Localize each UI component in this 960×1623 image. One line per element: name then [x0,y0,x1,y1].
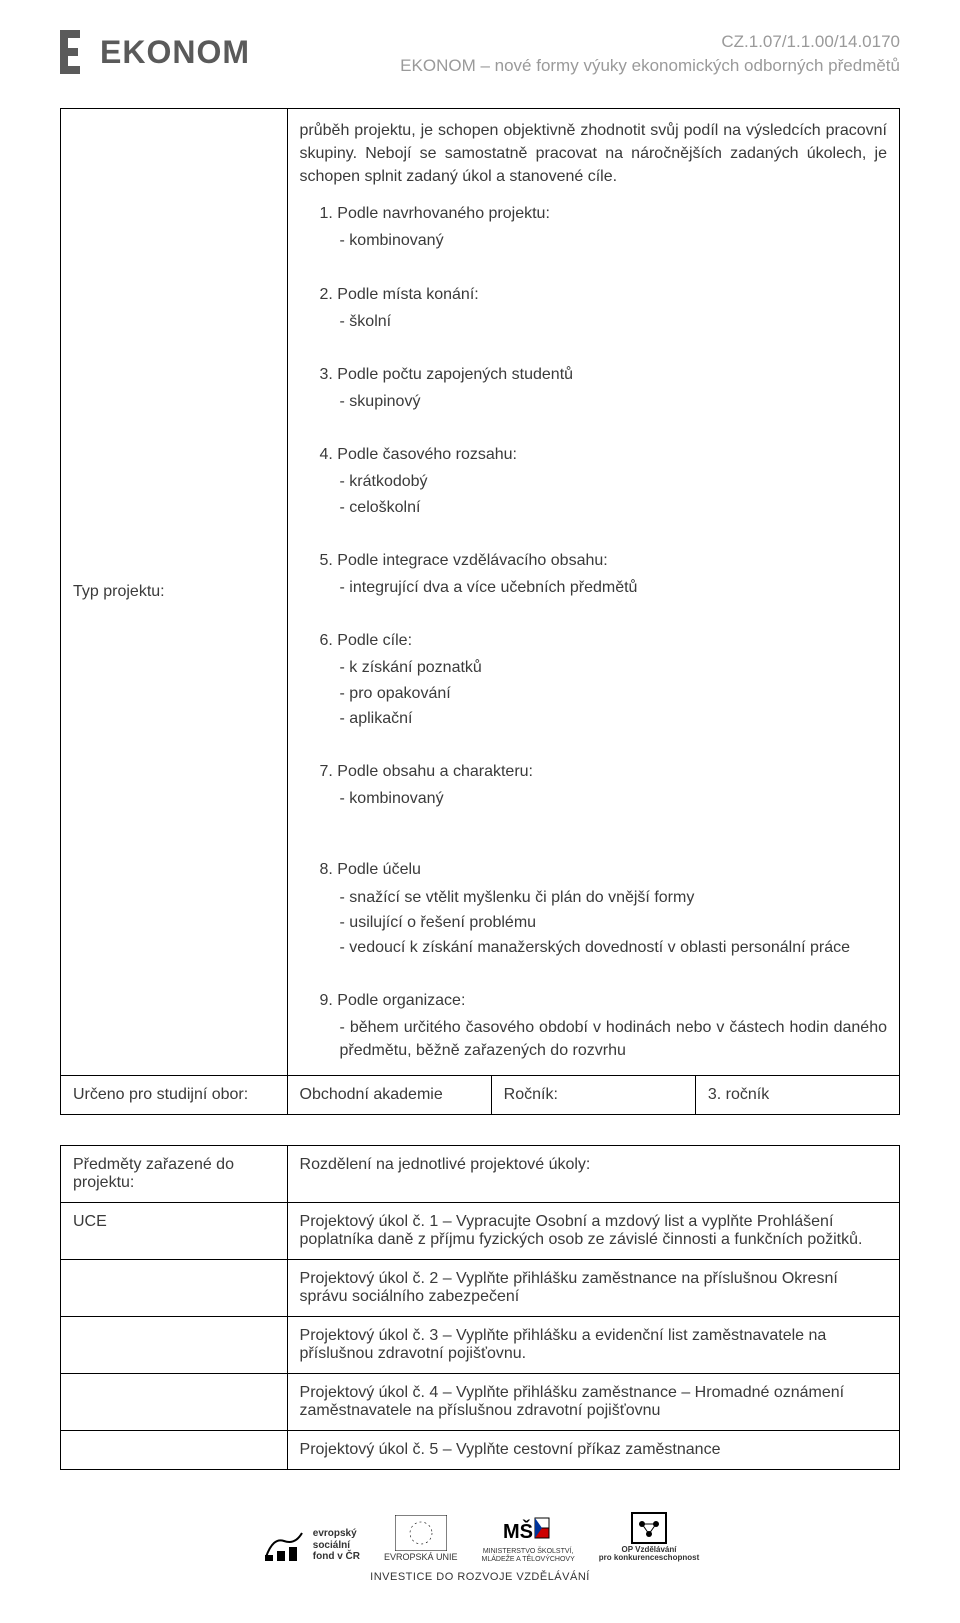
table-row: Projektový úkol č. 4 – Vyplňte přihlášku… [61,1373,900,1430]
list-dash: - krátkodobý [340,470,887,493]
cell-ukol-2: Projektový úkol č. 2 – Vyplňte přihlášku… [287,1259,899,1316]
cell-ukol-3: Projektový úkol č. 3 – Vyplňte přihlášku… [287,1316,899,1373]
eu-flag-icon [395,1515,447,1551]
list-num-3: 3. Podle počtu zapojených studentů [320,363,887,386]
header-meta: CZ.1.07/1.1.00/14.0170 EKONOM – nové for… [400,30,900,78]
esf-text-1: evropský [313,1528,360,1540]
list-num-2: 2. Podle místa konání: [320,283,887,306]
svg-text:MŠ: MŠ [503,1519,533,1543]
cell-ukol-5: Projektový úkol č. 5 – Vyplňte cestovní … [287,1430,899,1469]
cell-uce: UCE [61,1202,288,1259]
cell-empty [61,1430,288,1469]
cell-obor-label: Určeno pro studijní obor: [61,1075,288,1114]
list-dash: - školní [340,310,887,333]
cell-rocnik-label: Ročník: [491,1075,695,1114]
project-subtitle: EKONOM – nové formy výuky ekonomických o… [400,54,900,78]
table-row: Typ projektu: průběh projektu, je schope… [61,108,900,1075]
list-dash: - během určitého časového období v hodin… [340,1016,887,1062]
table-row: Předměty zařazené do projektu: Rozdělení… [61,1145,900,1202]
cell-ukol-4: Projektový úkol č. 4 – Vyplňte přihlášku… [287,1373,899,1430]
list-dash: - kombinovaný [340,229,887,252]
logo-icon [60,30,94,74]
page-header: EKONOM CZ.1.07/1.1.00/14.0170 EKONOM – n… [60,30,900,78]
logo: EKONOM [60,30,250,74]
msmt-icon: MŠ [501,1514,555,1548]
esf-icon [261,1527,307,1563]
msmt-text-1: MINISTERSTVO ŠKOLSTVÍ, [483,1548,574,1556]
footer-logos: evropský sociální fond v ČR EVROPSKÁ UNI… [60,1510,900,1564]
table-row: Projektový úkol č. 2 – Vyplňte přihlášku… [61,1259,900,1316]
cell-empty [61,1259,288,1316]
intro-paragraph: průběh projektu, je schopen objektivně z… [300,119,887,189]
list-num-5: 5. Podle integrace vzdělávacího obsahu: [320,549,887,572]
project-code: CZ.1.07/1.1.00/14.0170 [400,30,900,54]
list-num-7: 7. Podle obsahu a charakteru: [320,760,887,783]
op-text-1: OP Vzdělávání [622,1546,677,1555]
page: EKONOM CZ.1.07/1.1.00/14.0170 EKONOM – n… [0,0,960,1623]
list-dash: - aplikační [340,707,887,730]
list-dash: - usilující o řešení problému [340,911,887,934]
table-typ-projektu: Typ projektu: průběh projektu, je schope… [60,108,900,1115]
list-num-9: 9. Podle organizace: [320,989,887,1012]
cell-typ-content: průběh projektu, je schopen objektivně z… [287,108,899,1075]
cell-typ-label: Typ projektu: [61,108,288,1075]
esf-text-2: sociální [313,1540,360,1552]
table-row: Projektový úkol č. 5 – Vyplňte cestovní … [61,1430,900,1469]
table-predmety: Předměty zařazené do projektu: Rozdělení… [60,1145,900,1470]
logo-text: EKONOM [100,34,250,71]
list-dash: - vedoucí k získání manažerských dovedno… [340,936,887,959]
cell-rozdeleni-header: Rozdělení na jednotlivé projektové úkoly… [287,1145,899,1202]
cell-obor-value: Obchodní akademie [287,1075,491,1114]
list-dash: - k získání poznatků [340,656,887,679]
list-dash: - snažící se vtělit myšlenku či plán do … [340,886,887,909]
esf-logo: evropský sociální fond v ČR [261,1527,360,1563]
table-row: UCE Projektový úkol č. 1 – Vypracujte Os… [61,1202,900,1259]
investment-tagline: INVESTICE DO ROZVOJE VZDĚLÁVÁNÍ [60,1571,900,1583]
msmt-logo: MŠ MINISTERSTVO ŠKOLSTVÍ, MLÁDEŽE A TĚLO… [482,1514,575,1563]
list-num-1: 1. Podle navrhovaného projektu: [320,202,887,225]
op-logo: OP Vzdělávání pro konkurenceschopnost [599,1510,699,1564]
list-dash: - pro opakování [340,682,887,705]
msmt-text-2: MLÁDEŽE A TĚLOVÝCHOVY [482,1556,575,1564]
cell-rocnik-value: 3. ročník [695,1075,899,1114]
cell-ukol-1: Projektový úkol č. 1 – Vypracujte Osobní… [287,1202,899,1259]
cell-empty [61,1316,288,1373]
table-row: Určeno pro studijní obor: Obchodní akade… [61,1075,900,1114]
op-text-2: pro konkurenceschopnost [599,1554,699,1563]
esf-text-3: fond v ČR [313,1551,360,1563]
op-icon [629,1510,669,1546]
table-row: Projektový úkol č. 3 – Vyplňte přihlášku… [61,1316,900,1373]
list-dash: - kombinovaný [340,787,887,810]
list-dash: - celoškolní [340,496,887,519]
list-num-4: 4. Podle časového rozsahu: [320,443,887,466]
eu-text: EVROPSKÁ UNIE [384,1553,458,1563]
list-dash: - integrující dva a více učebních předmě… [340,576,887,599]
cell-predmety-header: Předměty zařazené do projektu: [61,1145,288,1202]
cell-empty [61,1373,288,1430]
list-num-6: 6. Podle cíle: [320,629,887,652]
eu-logo: EVROPSKÁ UNIE [384,1515,458,1563]
list-dash: - skupinový [340,390,887,413]
list-num-8: 8. Podle účelu [320,858,887,881]
